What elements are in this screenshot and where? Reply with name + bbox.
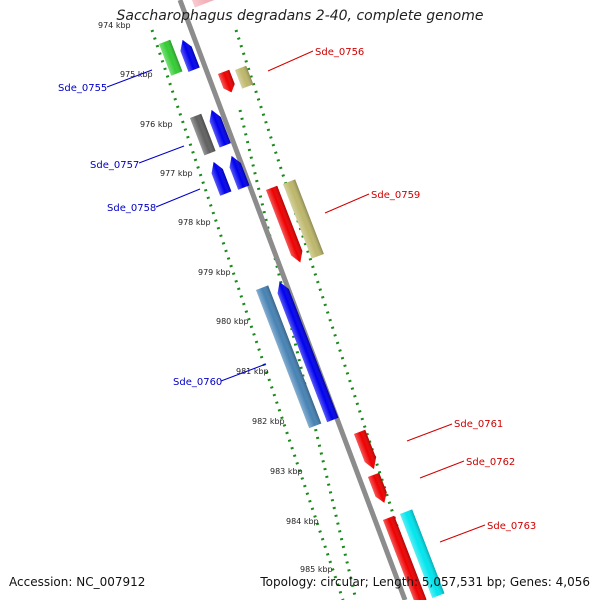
leader-line-sde-0755 [106, 69, 153, 88]
gene-feature-sde-0761[interactable] [354, 429, 380, 472]
leader-line-sde-0763 [439, 524, 486, 543]
dotted-guide-line [234, 29, 423, 600]
dotted-guide-line [238, 109, 358, 600]
gene-label-sde-0761[interactable]: Sde_0761 [454, 419, 503, 430]
topology-text: Topology: circular; Length: 5,057,531 bp… [260, 575, 590, 589]
accession-text: Accession: NC_007912 [9, 575, 146, 589]
tick-label: 976 kbp [140, 120, 173, 129]
gene-label-sde-0760[interactable]: Sde_0760 [173, 377, 222, 388]
gene-label-sde-0758[interactable]: Sde_0758 [107, 203, 156, 214]
gene-label-sde-0755[interactable]: Sde_0755 [58, 83, 107, 94]
tick-label: 981 kbp [236, 367, 269, 376]
leader-line-sde-0758 [155, 188, 201, 208]
gene-feature-sde-0762[interactable] [368, 472, 390, 505]
gene-label-sde-0763[interactable]: Sde_0763 [487, 521, 536, 532]
map-title: Saccharophagus degradans 2-40, complete … [116, 8, 484, 24]
gene-feature-sde-0756-khaki[interactable] [235, 65, 254, 89]
gene-feature-sde-0758[interactable] [208, 160, 232, 196]
leader-line-sde-0762 [419, 460, 465, 479]
dotted-guide-line [150, 29, 345, 600]
gene-features [159, 0, 445, 600]
gene-label-sde-0756[interactable]: Sde_0756 [315, 47, 364, 58]
gene-feature-sde-0760-steel[interactable] [256, 285, 322, 429]
tick-label: 974 kbp [98, 21, 131, 30]
leader-line-sde-0756 [267, 50, 314, 72]
leader-line-sde-0757 [138, 145, 185, 164]
gene-label-sde-0757[interactable]: Sde_0757 [90, 160, 139, 171]
tick-label: 977 kbp [160, 169, 193, 178]
tick-label: 980 kbp [216, 317, 249, 326]
gene-feature-sde-0755-green[interactable] [159, 39, 183, 76]
gene-feature-sde-0755[interactable] [177, 38, 200, 72]
leader-line-sde-0760 [220, 363, 267, 382]
gene-label-sde-0762[interactable]: Sde_0762 [466, 457, 515, 468]
gene-feature-sde-0758-b[interactable] [226, 154, 250, 190]
tick-label: 978 kbp [178, 218, 211, 227]
gene-feature-sde-0763[interactable] [383, 515, 427, 600]
gene-feature-sde-0760[interactable] [274, 280, 339, 423]
gene-labels: Sde_0755 Sde_0756 Sde_0757 Sde_0758 Sde_0759… [58, 47, 536, 543]
gene-feature-sde-0756[interactable] [218, 69, 237, 95]
gene-feature-sde-0757-gray[interactable] [190, 113, 216, 156]
tick-label: 979 kbp [198, 268, 231, 277]
leader-line-sde-0761 [406, 423, 453, 442]
gene-feature-sde-0763-cyan[interactable] [400, 509, 445, 598]
tick-label: 984 kbp [286, 517, 319, 526]
gene-feature-sde-0757[interactable] [206, 108, 231, 148]
tick-labels: 974 kbp 975 kbp 976 kbp 977 kbp 978 kbp 979 k… [98, 21, 333, 574]
leader-line-sde-0759 [324, 193, 370, 214]
tick-label: 982 kbp [252, 417, 285, 426]
tick-label: 983 kbp [270, 467, 303, 476]
gene-feature-top-remnant[interactable] [192, 0, 220, 8]
gene-feature-sde-0759-khaki[interactable] [283, 179, 324, 259]
gene-label-sde-0759[interactable]: Sde_0759 [371, 190, 420, 201]
tick-label: 985 kbp [300, 565, 333, 574]
tick-label: 975 kbp [120, 70, 153, 79]
gene-feature-sde-0759[interactable] [266, 185, 306, 265]
